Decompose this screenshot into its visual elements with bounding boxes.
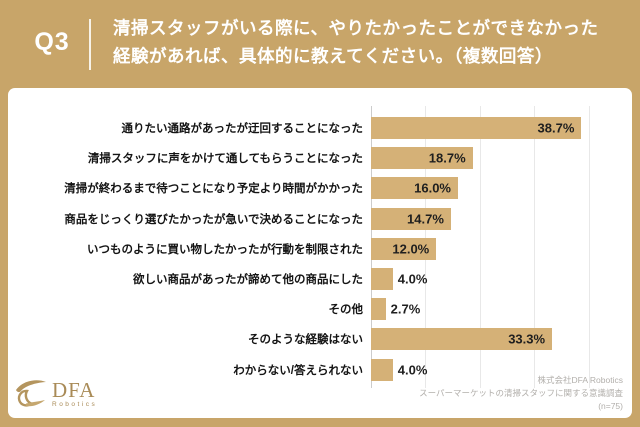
bar-zone: 38.7% xyxy=(371,117,632,140)
bar-row: その他 2.7% xyxy=(8,294,632,324)
bar-category-label: 商品をじっくり選びたかったが急いで決めることになった xyxy=(64,213,363,226)
question-title-line1: 清掃スタッフがいる際に、やりたかったことができなかった xyxy=(113,18,599,38)
bar-row: いつものように買い物したかったが行動を制限された 12.0% xyxy=(8,234,632,264)
bar-rows: 通りたい通路があったが迂回することになった 38.7% 清掃スタッフに声をかけて通し… xyxy=(8,113,632,385)
bar-value-label: 4.0% xyxy=(397,271,428,287)
bar-category-label: そのような経験はない xyxy=(248,334,363,347)
question-title-line2: 経験があれば、具体的に教えてください。（複数回答） xyxy=(113,46,553,66)
bar-row: わからない/答えられない 4.0% xyxy=(8,355,632,385)
chart-panel: 通りたい通路があったが迂回することになった 38.7% 清掃スタッフに声をかけて通し… xyxy=(8,88,632,418)
bar-zone: 12.0% xyxy=(371,237,632,260)
dfa-swoosh-icon xyxy=(16,380,46,407)
bar-value-label: 4.0% xyxy=(397,362,428,378)
bar-category-label: 通りたい通路があったが迂回することになった xyxy=(121,123,364,136)
bar-row: 通りたい通路があったが迂回することになった 38.7% xyxy=(8,113,632,143)
bar-category-label: 清掃スタッフに声をかけて通してもらうことになった xyxy=(87,153,363,166)
bar-category-label: 欲しい商品があったが諦めて他の商品にした xyxy=(133,274,363,287)
bar-zone: 2.7% xyxy=(371,298,632,321)
header-divider xyxy=(89,19,91,70)
bar-category-label: わからない/答えられない xyxy=(233,364,363,377)
bar xyxy=(371,237,437,260)
bar-category-label: いつものように買い物したかったが行動を制限された xyxy=(87,243,363,256)
bar-value-label: 12.0% xyxy=(392,241,430,257)
bar-zone: 4.0% xyxy=(371,268,632,291)
bar-value-label: 18.7% xyxy=(428,150,466,166)
bar-row: 清掃スタッフに声をかけて通してもらうことになった 18.7% xyxy=(8,143,632,173)
bar-row: 商品をじっくり選びたかったが急いで決めることになった 14.7% xyxy=(8,204,632,234)
gridline-40 xyxy=(588,106,590,388)
bar-value-label: 14.7% xyxy=(407,211,444,227)
bar-value-label: 38.7% xyxy=(537,120,575,136)
bar-row: 清掃が終わるまで待つことになり予定より時間がかかった 16.0% xyxy=(8,173,632,203)
bar-value-label: 16.0% xyxy=(414,180,451,196)
bar-zone: 33.3% xyxy=(371,328,632,351)
source-note: 株式会社DFA Robotics スーパーマーケットの清掃スタッフに関する意識調… xyxy=(419,374,623,413)
logo-subtitle: Robotics xyxy=(52,401,98,408)
source-company: 株式会社DFA Robotics xyxy=(537,375,624,385)
bar xyxy=(371,328,553,351)
logo-name: DFA xyxy=(52,378,96,402)
gridline-30 xyxy=(534,106,536,388)
bar-zone: 16.0% xyxy=(371,177,632,200)
bar xyxy=(371,268,393,291)
bar xyxy=(371,177,458,200)
bar-value-label: 2.7% xyxy=(390,301,421,317)
bar-row: 欲しい商品があったが諦めて他の商品にした 4.0% xyxy=(8,264,632,294)
bar-zone: 18.7% xyxy=(371,147,632,170)
bar-zone: 14.7% xyxy=(371,207,632,230)
bar-category-label: 清掃が終わるまで待つことになり予定より時間がかかった xyxy=(64,183,363,196)
source-survey: スーパーマーケットの清掃スタッフに関する意識調査 xyxy=(419,388,623,398)
bar-row: そのような経験はない 33.3% xyxy=(8,324,632,354)
bar xyxy=(371,358,393,381)
question-number: Q3 xyxy=(34,28,70,56)
source-sample-size: (n=75) xyxy=(598,401,623,411)
bar xyxy=(371,298,386,321)
dfa-logo: DFA Robotics xyxy=(14,377,97,411)
question-title: 清掃スタッフがいる際に、やりたかったことができなかった 経験があれば、具体的に教… xyxy=(113,14,633,70)
bar-zone: 4.0% xyxy=(371,358,632,381)
bar-value-label: 33.3% xyxy=(508,331,546,347)
bar xyxy=(371,147,473,170)
bar xyxy=(371,117,582,140)
gridline-20 xyxy=(479,106,481,388)
bar-category-label: その他 xyxy=(328,304,364,317)
bar xyxy=(371,207,451,230)
